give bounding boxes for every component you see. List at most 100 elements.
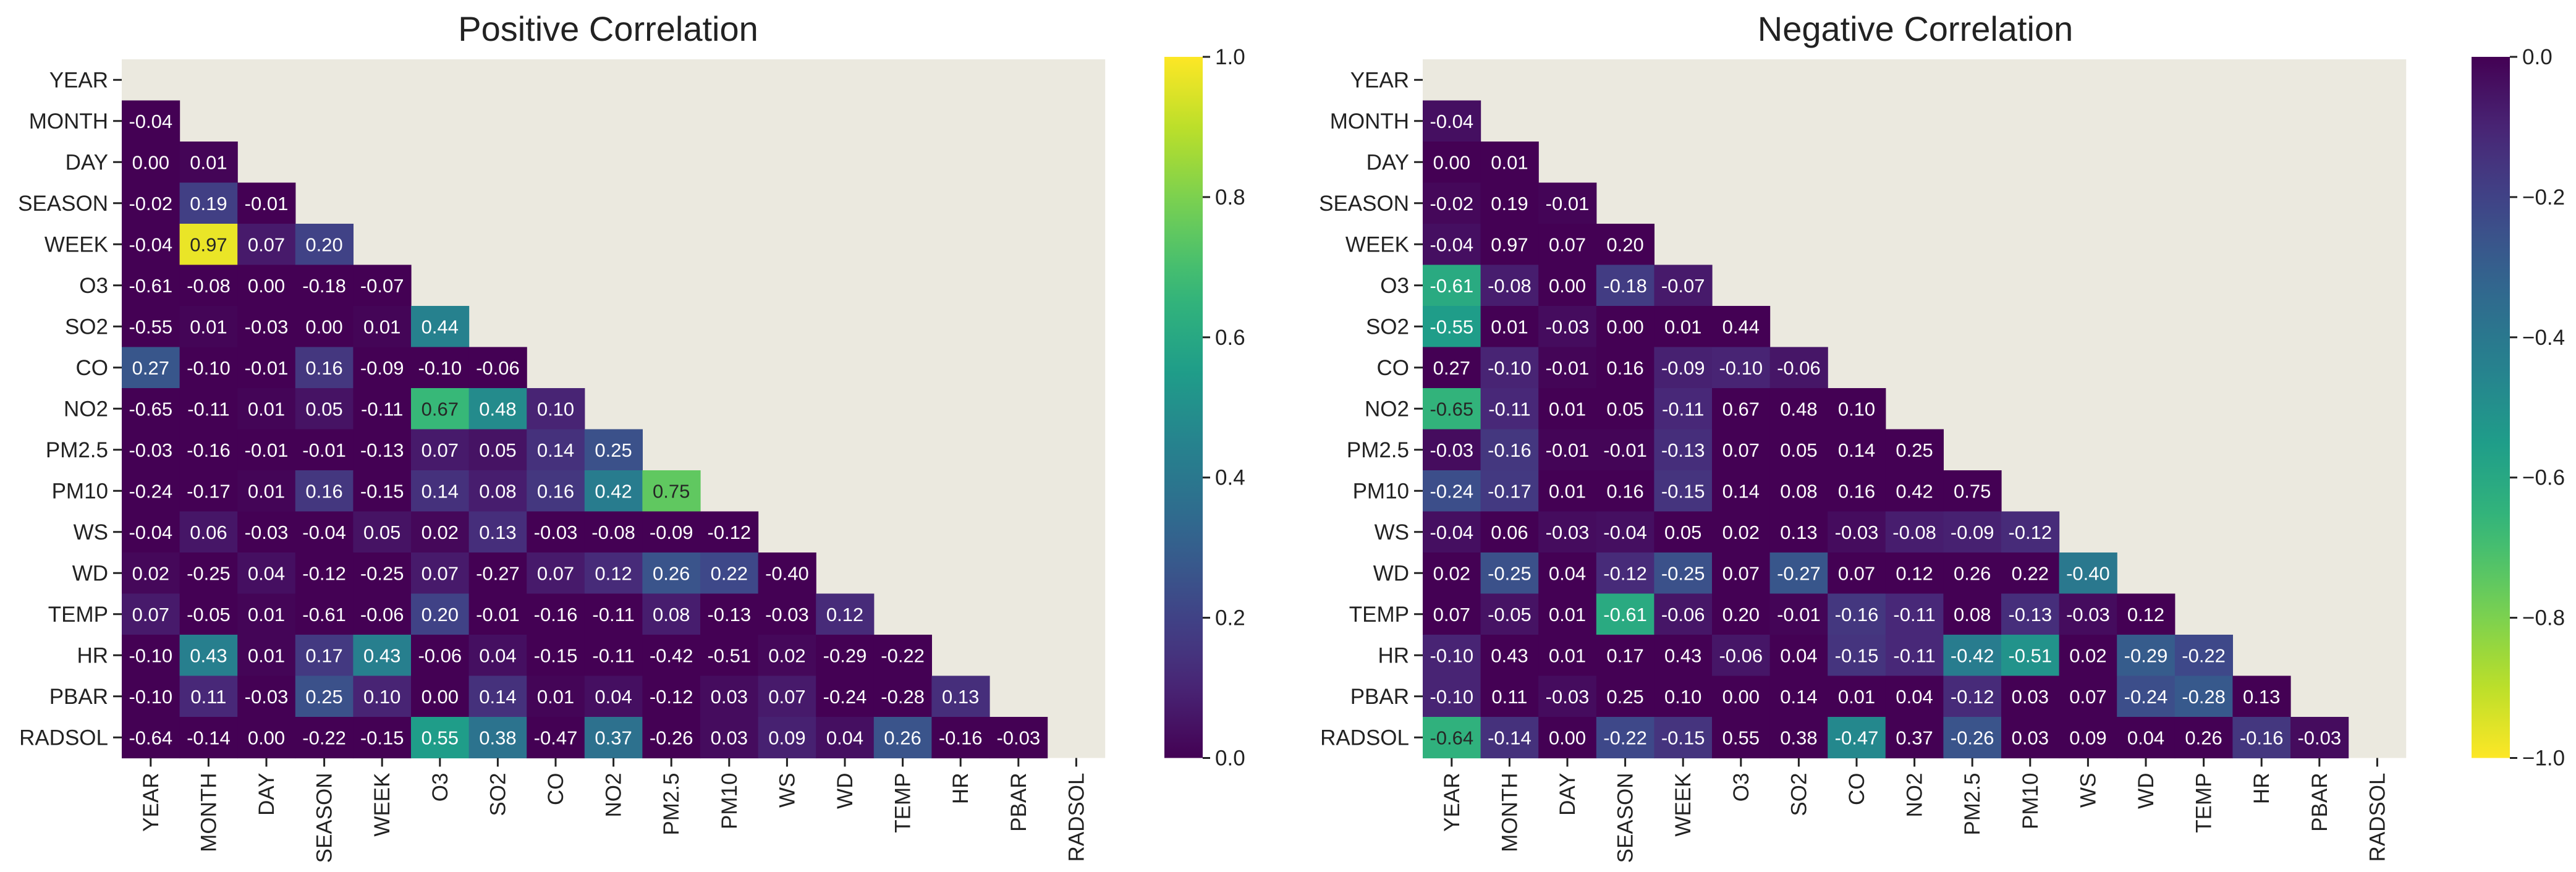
- heatmap-cell: [527, 511, 585, 553]
- x-tick-label: WD: [833, 773, 857, 809]
- heatmap-cell: [1423, 635, 1481, 677]
- y-tick-label: CO: [1377, 356, 1410, 380]
- heatmap-cell: [642, 511, 701, 553]
- cell-label: 0.07: [768, 686, 805, 708]
- x-tick-label: MONTH: [1498, 773, 1522, 852]
- heatmap-cell: [353, 552, 412, 595]
- cell-label: -0.16: [939, 727, 983, 748]
- heatmap-cell: [1828, 429, 1886, 471]
- x-tick-label: WD: [2134, 773, 2158, 809]
- heatmap-cell: [353, 306, 412, 348]
- heatmap-cell: [1538, 635, 1597, 677]
- x-tick-label: TEMP: [891, 773, 915, 833]
- cell-label: 0.00: [305, 316, 342, 337]
- cell-label: 0.07: [132, 604, 169, 625]
- heatmap-cell: [1769, 388, 1828, 430]
- heatmap-cell: [179, 182, 238, 224]
- cell-label: 0.14: [537, 439, 574, 461]
- heatmap-cell: [1596, 347, 1654, 389]
- heatmap-cell: [758, 552, 816, 595]
- cell-label: -0.25: [360, 562, 404, 584]
- cell-label: 0.14: [1838, 439, 1875, 461]
- heatmap-cell: [1769, 429, 1828, 471]
- cell-label: -0.01: [245, 193, 289, 214]
- heatmap-cell: [1769, 552, 1828, 595]
- heatmap-cell: [353, 675, 412, 717]
- cell-label: -0.11: [361, 398, 403, 420]
- heatmap-cell: [1828, 635, 1886, 677]
- heatmap-cell: [179, 306, 238, 348]
- cell-label: -0.11: [592, 645, 634, 666]
- heatmap-cell: [1423, 224, 1481, 266]
- heatmap-cell: [122, 470, 180, 512]
- colorbar-tick-label: 0.6: [1215, 326, 1245, 350]
- cell-label: 0.02: [1433, 562, 1470, 584]
- x-tick-label: SEASON: [1614, 773, 1638, 863]
- x-tick-label: HR: [2250, 773, 2274, 805]
- heatmap-cell: [411, 635, 470, 677]
- cell-label: 0.17: [305, 645, 342, 666]
- heatmap-cell: [1712, 429, 1771, 471]
- cell-label: 0.07: [1433, 604, 1470, 625]
- cell-label: 0.01: [190, 151, 227, 173]
- cell-label: -0.09: [1661, 357, 1705, 379]
- cell-label: -0.01: [1546, 193, 1590, 214]
- cell-label: -0.06: [1777, 357, 1821, 379]
- heatmap-cell: [1828, 470, 1886, 512]
- cell-label: 0.05: [1664, 522, 1701, 543]
- cell-label: -0.12: [2008, 522, 2052, 543]
- heatmap-cell: [1480, 511, 1539, 553]
- heatmap-cell: [816, 717, 875, 759]
- heatmap-cell: [700, 635, 759, 677]
- cell-label: 0.38: [1780, 727, 1817, 748]
- heatmap-cell: [1596, 429, 1654, 471]
- cell-label: 0.14: [422, 480, 459, 502]
- heatmap-cell: [179, 265, 238, 307]
- heatmap-cell: [411, 552, 470, 595]
- heatmap-cell: [1480, 265, 1539, 307]
- heatmap-cell: [2232, 675, 2291, 717]
- heatmap-cell: [122, 306, 180, 348]
- heatmap-cell: [468, 717, 527, 759]
- heatmap-cell: [1712, 717, 1771, 759]
- heatmap-cell: [1423, 142, 1481, 184]
- cell-label: 0.02: [768, 645, 805, 666]
- cell-label: -0.04: [129, 234, 172, 255]
- cell-label: -0.04: [1430, 111, 1473, 132]
- heatmap-cell: [1480, 306, 1539, 348]
- heatmap-cell: [1769, 593, 1828, 635]
- cell-label: 0.06: [1491, 522, 1528, 543]
- heatmap-cell: [1769, 347, 1828, 389]
- cell-label: 0.12: [595, 562, 632, 584]
- heatmap-cell: [1538, 552, 1597, 595]
- heatmap-cell: [1769, 470, 1828, 512]
- cell-label: -0.03: [996, 727, 1040, 748]
- cell-label: -0.04: [1603, 522, 1647, 543]
- cell-label: 0.37: [1896, 727, 1933, 748]
- cell-label: 0.05: [305, 398, 342, 420]
- y-tick-label: HR: [77, 643, 108, 667]
- cell-label: -0.09: [1951, 522, 1994, 543]
- heatmap-cell: [931, 717, 990, 759]
- x-tick-label: PM2.5: [659, 773, 684, 836]
- y-tick-label: MONTH: [29, 109, 108, 133]
- heatmap-cell: [2001, 511, 2060, 553]
- heatmap-cell: [873, 717, 932, 759]
- heatmap-cell: [1596, 717, 1654, 759]
- heatmap-cell: [122, 635, 180, 677]
- cell-label: 0.04: [826, 727, 863, 748]
- heatmap-cell: [179, 429, 238, 471]
- cell-label: 0.00: [1433, 151, 1470, 173]
- x-tick-label: TEMP: [2192, 773, 2216, 833]
- heatmap-cell: [295, 675, 354, 717]
- heatmap-cell: [1943, 511, 2002, 553]
- heatmap-cell: [179, 593, 238, 635]
- cell-label: 0.75: [653, 480, 690, 502]
- cell-label: 0.07: [1549, 234, 1586, 255]
- cell-label: -0.18: [302, 275, 346, 297]
- cell-label: 0.16: [537, 480, 574, 502]
- heatmap-cell: [2001, 675, 2060, 717]
- heatmap-cell: [353, 470, 412, 512]
- cell-label: 0.00: [132, 151, 169, 173]
- cell-label: -0.04: [302, 522, 346, 543]
